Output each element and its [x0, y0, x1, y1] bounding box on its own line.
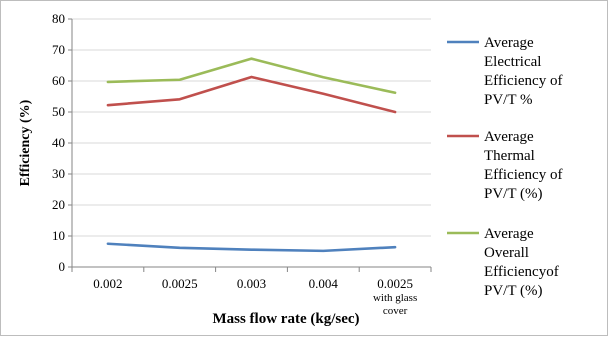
y-tick-label: 80 [52, 11, 65, 26]
line-chart: 0 10 20 30 40 50 60 70 80 0.002 0.0025 0.003 0.004 0… [18, 11, 562, 327]
legend-label: Efficiencyof [484, 264, 559, 280]
legend: Average Electrical Efficiency of PV/T % Aver… [447, 35, 562, 299]
x-tick-label: with glass [373, 292, 417, 304]
y-axis-label: Efficiency (%) [18, 99, 33, 186]
y-tick-label: 50 [52, 104, 65, 119]
legend-label: Overall [484, 245, 529, 261]
series-lines [106, 57, 397, 253]
x-tick-label: 0.0025 [162, 276, 198, 291]
legend-label: Thermal [484, 148, 535, 164]
y-tick-label: 20 [52, 197, 65, 212]
y-tick-label: 40 [52, 135, 65, 150]
series-line-3 [106, 57, 397, 95]
x-axis-label: Mass flow rate (kg/sec) [212, 311, 359, 327]
y-tick-label: 0 [59, 259, 66, 274]
series-line-2 [106, 75, 397, 114]
legend-label: Average [484, 129, 534, 145]
x-tick-label: cover [383, 305, 408, 317]
y-tick-label: 60 [52, 73, 65, 88]
legend-label: Average [484, 35, 534, 51]
legend-label: PV/T % [484, 92, 532, 108]
y-tick-label: 70 [52, 42, 65, 57]
x-tick-label: 0.0025 [377, 276, 413, 291]
x-tick-label: 0.002 [93, 276, 122, 291]
grid-lines [72, 18, 431, 237]
legend-label: Efficiency of [484, 73, 562, 89]
legend-label: PV/T (%) [484, 283, 542, 299]
legend-label: Electrical [484, 54, 541, 70]
series-line-1 [106, 242, 397, 253]
x-tick-label: 0.004 [309, 276, 339, 291]
y-tick-labels: 0 10 20 30 40 50 60 70 80 [52, 11, 72, 274]
legend-label: Efficiency of [484, 167, 562, 183]
y-tick-label: 10 [52, 228, 65, 243]
legend-label: PV/T (%) [484, 186, 542, 202]
x-tick-label: 0.003 [237, 276, 266, 291]
legend-label: Average [484, 226, 534, 242]
y-tick-label: 30 [52, 166, 65, 181]
